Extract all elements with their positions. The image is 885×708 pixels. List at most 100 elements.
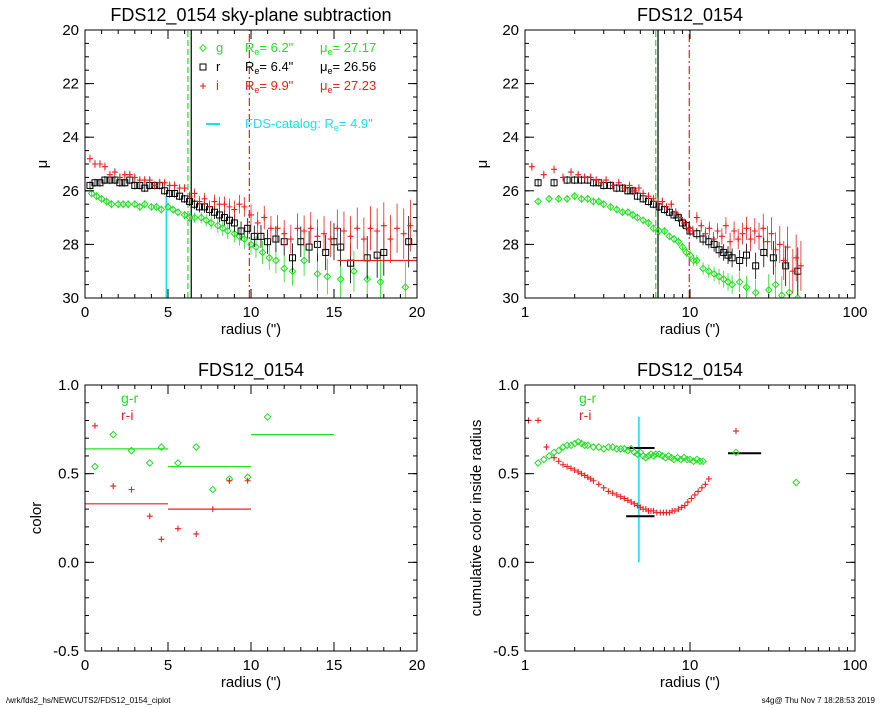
data-point xyxy=(655,227,664,235)
series-g xyxy=(534,437,801,487)
data-point xyxy=(211,198,218,205)
data-point xyxy=(252,243,260,251)
data-point xyxy=(241,203,248,210)
legend: g-rr-i xyxy=(579,390,596,423)
data-point xyxy=(128,486,135,493)
data-point xyxy=(567,465,574,472)
x-axis-label: radius (") xyxy=(221,674,281,691)
data-point xyxy=(244,477,251,484)
data-point xyxy=(612,205,621,214)
data-point xyxy=(107,200,116,209)
data-point xyxy=(146,513,153,520)
data-point xyxy=(261,214,268,221)
data-point xyxy=(771,280,780,289)
y-tick-label: 20 xyxy=(62,22,79,39)
legend-label-r-i: r-i xyxy=(579,407,591,423)
data-point xyxy=(152,202,161,211)
data-point xyxy=(670,235,678,243)
data-point xyxy=(752,262,760,270)
data-point xyxy=(554,194,563,203)
data-point xyxy=(581,174,588,181)
data-point xyxy=(691,491,698,498)
data-point xyxy=(732,428,739,435)
legend-label-g-r: g-r xyxy=(579,390,596,406)
data-point xyxy=(631,500,638,507)
data-point xyxy=(218,224,227,233)
data-point xyxy=(101,163,108,170)
data-point xyxy=(226,203,233,210)
data-point xyxy=(639,216,648,225)
data-point xyxy=(782,262,790,270)
data-point xyxy=(207,219,216,227)
x-axis: 0 5 10 15 20 xyxy=(81,30,425,321)
plot-area xyxy=(86,30,417,298)
legend-marker xyxy=(200,83,206,89)
y-tick-label: 22 xyxy=(62,76,79,93)
data-point xyxy=(570,439,579,448)
data-point xyxy=(323,272,332,281)
data-point xyxy=(641,453,650,462)
chart-panel-4: FDS12_0154 1 10 100 radius (") -0.5 0.0 0.5 1.0 c… xyxy=(468,360,868,691)
data-point xyxy=(307,225,314,232)
data-point xyxy=(706,225,713,232)
legend-label: r xyxy=(216,59,221,74)
data-point xyxy=(274,225,281,232)
data-point xyxy=(91,462,99,471)
data-point xyxy=(677,214,684,221)
data-point xyxy=(603,177,610,184)
data-point xyxy=(540,171,547,178)
chart-title: FDS12_0154 xyxy=(637,5,743,26)
data-point xyxy=(300,256,309,265)
data-point xyxy=(635,185,642,192)
x-tick-label: 0 xyxy=(81,657,89,674)
data-point xyxy=(158,536,165,543)
data-point xyxy=(673,453,682,462)
data-point xyxy=(764,238,771,245)
data-point xyxy=(686,455,694,464)
data-point xyxy=(567,441,575,450)
data-point xyxy=(363,275,372,284)
x-axis-label: radius (") xyxy=(221,321,281,338)
data-point xyxy=(760,225,767,232)
x-tick-label: 10 xyxy=(243,304,260,321)
series-i xyxy=(86,154,417,263)
data-point xyxy=(554,446,563,455)
data-point xyxy=(271,256,280,265)
data-point xyxy=(360,236,367,243)
data-point xyxy=(91,422,98,429)
data-point xyxy=(86,155,93,162)
y-tick-label: -0.5 xyxy=(493,643,519,660)
data-point xyxy=(347,233,354,240)
data-point xyxy=(577,194,586,203)
data-point xyxy=(322,248,330,256)
series-g xyxy=(91,413,272,494)
x-tick-label: 15 xyxy=(326,657,343,674)
series-i xyxy=(525,417,739,516)
data-point xyxy=(792,478,801,487)
data-point xyxy=(681,502,688,509)
data-point xyxy=(535,417,542,424)
data-point xyxy=(593,177,600,184)
data-point xyxy=(169,205,177,214)
y-axis-label: cumulative color inside radius xyxy=(468,420,485,617)
data-point xyxy=(551,166,558,173)
data-point xyxy=(231,206,238,213)
data-point xyxy=(693,214,700,221)
data-point xyxy=(272,235,280,243)
data-point xyxy=(633,213,642,222)
data-point xyxy=(124,200,133,209)
data-point xyxy=(314,233,321,240)
data-point xyxy=(743,225,750,232)
y-tick-label: 0.5 xyxy=(58,466,79,483)
data-point xyxy=(732,448,740,457)
x-tick-label: 10 xyxy=(243,657,260,674)
data-point xyxy=(742,283,751,292)
data-point xyxy=(114,200,123,209)
data-point xyxy=(230,219,238,227)
data-point xyxy=(550,179,558,187)
data-point xyxy=(659,198,666,205)
data-point xyxy=(727,238,734,245)
data-point xyxy=(313,269,322,278)
data-point xyxy=(161,179,168,186)
data-point xyxy=(145,459,154,467)
